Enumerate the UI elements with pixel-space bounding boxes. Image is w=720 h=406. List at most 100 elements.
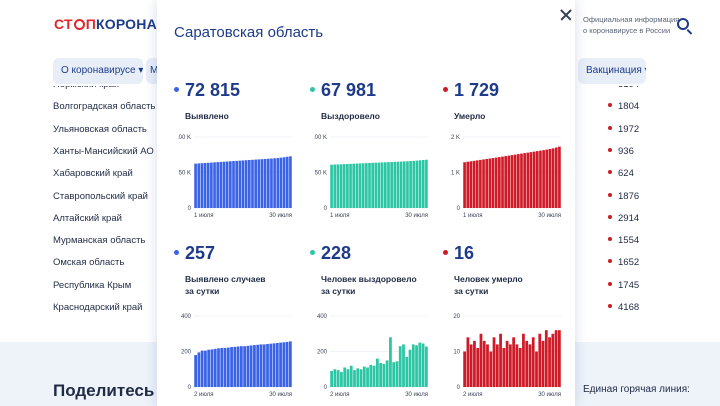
stat-dot-icon	[174, 87, 179, 92]
region-row-value: 1876	[608, 191, 639, 202]
chart-bar	[539, 150, 542, 208]
chart-bar	[356, 368, 360, 387]
chart-bar	[389, 337, 392, 387]
stat-number: 1 729	[454, 80, 500, 100]
stat-bar-chart: 0 200 400 2 июля 30 июля	[178, 312, 296, 397]
region-row-name[interactable]: Ставропольский край	[53, 190, 148, 202]
chart-bar	[405, 356, 409, 387]
chart-bar	[207, 349, 211, 387]
search-icon[interactable]	[677, 18, 689, 30]
chart-bar	[502, 347, 506, 387]
chart-bar	[538, 333, 542, 387]
region-row-name[interactable]: Мурманская область	[53, 235, 146, 247]
logo-text-part3: КОРОНАВИ	[95, 16, 178, 32]
region-value-text: 2914	[618, 212, 640, 224]
region-row-name[interactable]: Хабаровский край	[53, 168, 133, 180]
chart-bar	[235, 160, 239, 208]
chart-bar	[421, 160, 425, 208]
chart-bar	[396, 161, 400, 208]
chart-bar	[551, 148, 555, 208]
chart-x-label-start: 1 июля	[330, 213, 349, 218]
site-logo[interactable]: СТ ПКОРОНАВИ	[54, 16, 177, 32]
stat-block: 67 981 Выздоровело	[310, 80, 440, 125]
chart-bar	[263, 158, 267, 208]
region-row-name[interactable]: Краснодарский край	[53, 302, 143, 313]
chart-svg: 0 10 20 2 июля 30 июля	[453, 314, 561, 397]
stat-bar-chart: 0 50 K 100 K 1 июля 30 июля	[314, 133, 432, 218]
region-value-text: 1804	[618, 101, 640, 113]
region-row-name[interactable]: Ханты-Мансийский АО	[53, 145, 154, 157]
region-value-text: 936	[618, 145, 634, 157]
chart-bar	[194, 163, 197, 208]
stat-dot-icon	[443, 87, 448, 92]
chart-bar	[238, 160, 242, 208]
chart-bar	[469, 161, 473, 208]
chart-bar	[482, 159, 485, 208]
region-value-text: 1745	[618, 279, 640, 291]
chart-bar	[475, 160, 479, 208]
region-row-name[interactable]: Алтайский край	[53, 212, 122, 224]
death-dot-icon	[608, 147, 612, 152]
chart-bar	[219, 161, 223, 208]
chart-svg: 0 50 K 100 K 1 июля 30 июля	[178, 135, 292, 218]
region-row-name[interactable]: Пермский край	[53, 86, 119, 90]
close-icon[interactable]	[557, 6, 575, 24]
chart-bar	[531, 337, 535, 387]
nav-item-partial[interactable]: М	[146, 58, 160, 84]
chart-bar	[399, 161, 403, 208]
chart-bar	[390, 161, 393, 208]
chart-bar	[463, 162, 466, 208]
chart-bar	[406, 161, 409, 208]
chart-bar	[498, 157, 501, 208]
chart-bar	[392, 362, 396, 387]
chart-bar	[251, 159, 254, 208]
nav-vaccination[interactable]: Вакцинация ▾	[578, 58, 646, 84]
chart-bar	[387, 162, 390, 208]
death-dot-icon	[608, 304, 612, 308]
chart-svg: 0 1 K 2 K 1 июля 30 июля	[451, 135, 561, 218]
chart-bar	[520, 153, 523, 208]
chart-bar	[246, 345, 250, 387]
nav-about-coronavirus[interactable]: О коронавирусе ▾	[53, 58, 143, 84]
chart-bar	[330, 371, 334, 387]
chart-bar	[411, 344, 415, 387]
chart-x-label-start: 1 июля	[194, 213, 213, 218]
share-title: Поделитесь в	[53, 381, 156, 400]
chart-x-label-start: 2 июля	[194, 392, 213, 397]
chart-bar	[266, 344, 269, 387]
chart-bar	[232, 161, 235, 208]
region-row-name[interactable]: Омская область	[53, 257, 125, 269]
stat-number: 16	[454, 243, 475, 263]
region-row-name[interactable]: Волгоградская область	[53, 101, 156, 113]
stat-label: Человек умерло за сутки	[454, 273, 523, 297]
chart-bar	[285, 156, 289, 208]
death-dot-icon	[608, 125, 612, 130]
chart-bar	[408, 349, 412, 387]
region-row-value: 1745	[608, 280, 639, 291]
chart-bar	[535, 151, 539, 208]
chart-x-label-end: 30 июля	[269, 213, 292, 218]
region-row-name[interactable]: Ульяновская область	[53, 123, 147, 135]
chart-bar	[525, 340, 529, 387]
chart-bar	[285, 341, 289, 387]
chart-bar	[526, 152, 530, 208]
chart-bar	[220, 347, 224, 387]
chart-bar	[522, 333, 525, 387]
chart-bar	[330, 164, 333, 208]
chart-bar	[482, 340, 486, 387]
chart-bar	[362, 366, 366, 387]
chart-bar	[333, 164, 337, 208]
region-row-name[interactable]: Республика Крым	[53, 279, 132, 291]
chart-bar	[247, 160, 251, 208]
stat-bar-chart: 0 200 400 2 июля 30 июля	[314, 312, 432, 397]
death-dot-icon	[608, 259, 612, 264]
region-value-text: 1554	[618, 235, 640, 247]
chart-bar	[200, 350, 204, 387]
stat-dot-icon	[443, 250, 448, 255]
chart-bar	[501, 156, 504, 208]
chart-bar	[275, 342, 279, 387]
chart-bar	[197, 163, 201, 208]
chart-bar	[421, 343, 425, 387]
chart-bar	[499, 333, 502, 387]
stat-bar-chart: 0 10 20 2 июля 30 июля	[447, 312, 565, 397]
